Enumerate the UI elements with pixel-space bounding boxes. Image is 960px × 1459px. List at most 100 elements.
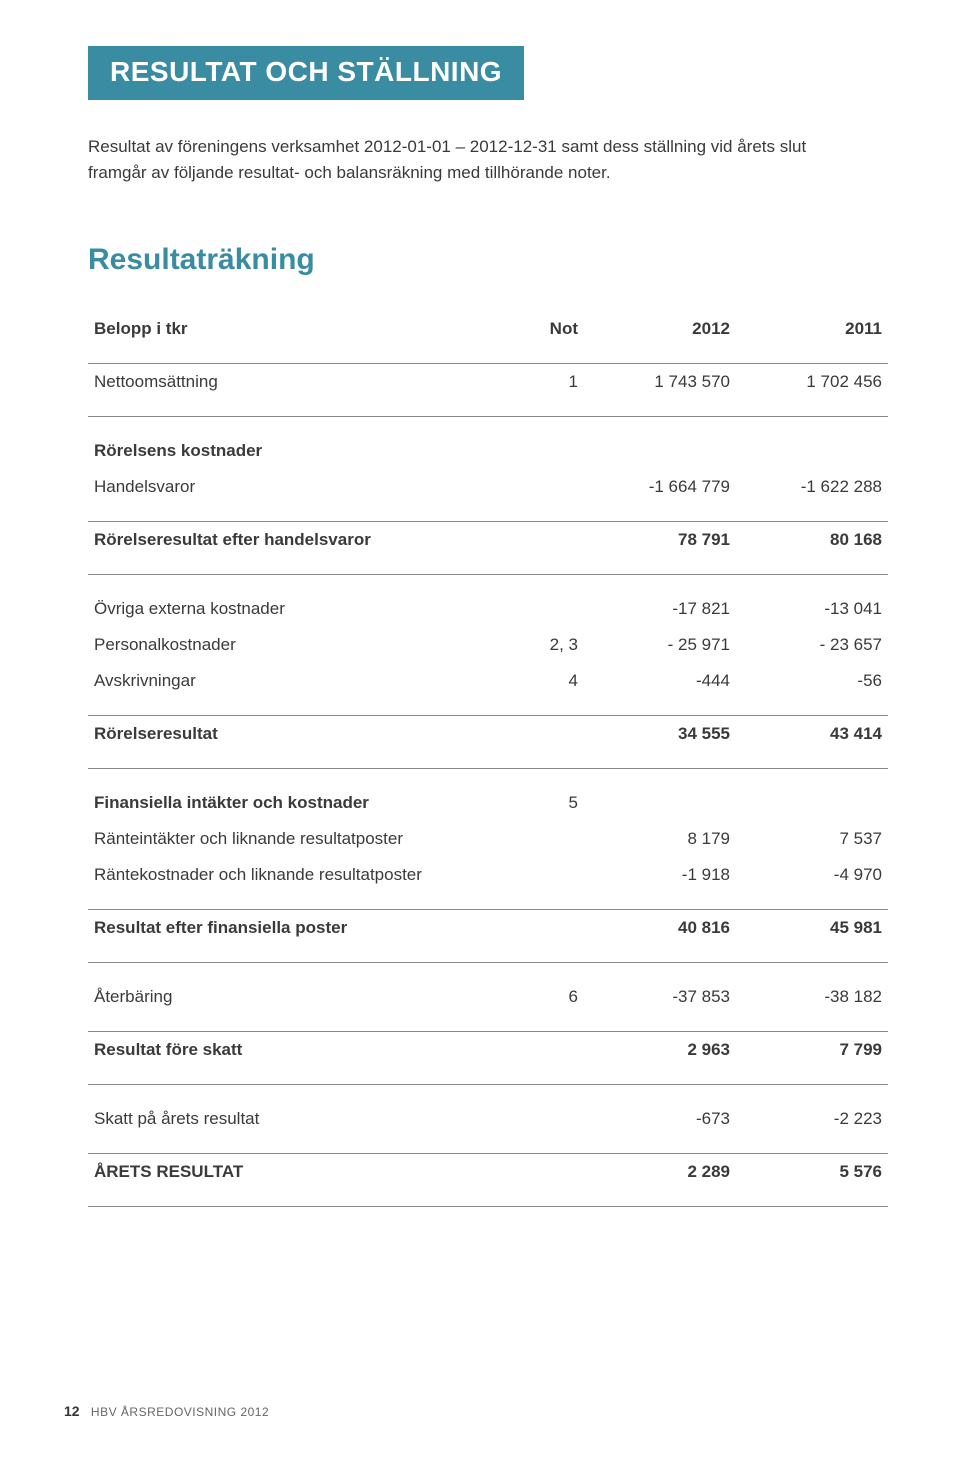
table-rule [88,1015,888,1032]
row-note: 6 [504,979,584,1015]
row-2011: 45 981 [736,910,888,947]
row-label: Räntekostnader och liknande resultatpost… [88,857,504,893]
table-rule [88,1137,888,1154]
row-2012 [584,785,736,821]
table-row: Ränteintäkter och liknande resultatposte… [88,821,888,857]
row-label: Skatt på årets resultat [88,1101,504,1137]
row-note [504,522,584,559]
header-2011: 2011 [736,311,888,347]
header-note: Not [504,311,584,347]
row-2011: -13 041 [736,591,888,627]
row-2011: - 23 657 [736,627,888,663]
row-label: Rörelsens kostnader [88,433,504,469]
row-2012: 1 743 570 [584,364,736,401]
row-note [504,1101,584,1137]
row-note: 2, 3 [504,627,584,663]
table-rule [88,752,888,769]
row-label: Återbäring [88,979,504,1015]
row-2012: -37 853 [584,979,736,1015]
intro-paragraph: Resultat av föreningens verksamhet 2012-… [88,134,868,185]
row-label: Personalkostnader [88,627,504,663]
row-2012: - 25 971 [584,627,736,663]
table-row: Rörelseresultat efter handelsvaror 78 791… [88,522,888,559]
table-row: Räntekostnader och liknande resultatpost… [88,857,888,893]
row-label: Ränteintäkter och liknande resultatposte… [88,821,504,857]
row-2012: -17 821 [584,591,736,627]
row-2011: -2 223 [736,1101,888,1137]
row-label: Resultat före skatt [88,1032,504,1069]
table-rule [88,893,888,910]
table-rule [88,558,888,575]
row-2011: -4 970 [736,857,888,893]
row-2012: 78 791 [584,522,736,559]
row-label: Övriga externa kostnader [88,591,504,627]
footer-text: HBV ÅRSREDOVISNING 2012 [91,1405,269,1419]
table-spacer [88,575,888,592]
row-2012: -673 [584,1101,736,1137]
row-2012: 34 555 [584,716,736,753]
header-2012: 2012 [584,311,736,347]
table-row: Övriga externa kostnader -17 821-13 041 [88,591,888,627]
row-2011: 43 414 [736,716,888,753]
row-2011: 7 799 [736,1032,888,1069]
page: RESULTAT OCH STÄLLNING Resultat av fören… [0,0,960,1247]
row-2011 [736,785,888,821]
row-2012: -1 918 [584,857,736,893]
row-2011: -1 622 288 [736,469,888,505]
row-note [504,716,584,753]
row-2012: 8 179 [584,821,736,857]
table-rule [88,946,888,963]
row-label: ÅRETS RESULTAT [88,1154,504,1191]
row-2012: -1 664 779 [584,469,736,505]
table-row: Nettoomsättning11 743 5701 702 456 [88,364,888,401]
income-statement-table: Belopp i tkrNot20122011Nettoomsättning11… [88,311,888,1207]
row-2011: -38 182 [736,979,888,1015]
banner-title: RESULTAT OCH STÄLLNING [88,46,524,100]
row-label: Finansiella intäkter och kostnader [88,785,504,821]
row-note: 4 [504,663,584,699]
row-label: Resultat efter finansiella poster [88,910,504,947]
row-note: 1 [504,364,584,401]
row-note [504,857,584,893]
table-row: ÅRETS RESULTAT 2 2895 576 [88,1154,888,1191]
row-2012: 2 289 [584,1154,736,1191]
row-2012 [584,433,736,469]
row-label: Avskrivningar [88,663,504,699]
table-spacer [88,963,888,980]
row-note [504,433,584,469]
row-2011: 1 702 456 [736,364,888,401]
table-row: Handelsvaror -1 664 779-1 622 288 [88,469,888,505]
table-row: Personalkostnader2, 3- 25 971- 23 657 [88,627,888,663]
row-note [504,1032,584,1069]
table-row: Rörelseresultat34 55543 414 [88,716,888,753]
row-note [504,1154,584,1191]
page-number: 12 [64,1403,80,1419]
table-row: Rörelsens kostnader [88,433,888,469]
row-note [504,910,584,947]
page-footer: 12 HBV ÅRSREDOVISNING 2012 [64,1403,269,1419]
table-rule [88,1068,888,1085]
row-note: 5 [504,785,584,821]
table-header-row: Belopp i tkrNot20122011 [88,311,888,347]
row-note [504,591,584,627]
section-title: Resultaträkning [88,243,888,277]
table-rule [88,400,888,417]
table-rule [88,1190,888,1207]
row-2011: -56 [736,663,888,699]
table-row: Avskrivningar4-444-56 [88,663,888,699]
table-row: Finansiella intäkter och kostnader5 [88,785,888,821]
row-label: Nettoomsättning [88,364,504,401]
row-2011: 7 537 [736,821,888,857]
table-rule [88,505,888,522]
table-rule [88,347,888,364]
row-label: Handelsvaror [88,469,504,505]
table-spacer [88,769,888,786]
table-row: Resultat efter finansiella poster40 8164… [88,910,888,947]
row-2012: -444 [584,663,736,699]
row-2012: 2 963 [584,1032,736,1069]
table-row: Resultat före skatt 2 9637 799 [88,1032,888,1069]
row-label: Rörelseresultat efter handelsvaror [88,522,504,559]
row-2011: 80 168 [736,522,888,559]
row-2011: 5 576 [736,1154,888,1191]
table-row: Återbäring6-37 853-38 182 [88,979,888,1015]
